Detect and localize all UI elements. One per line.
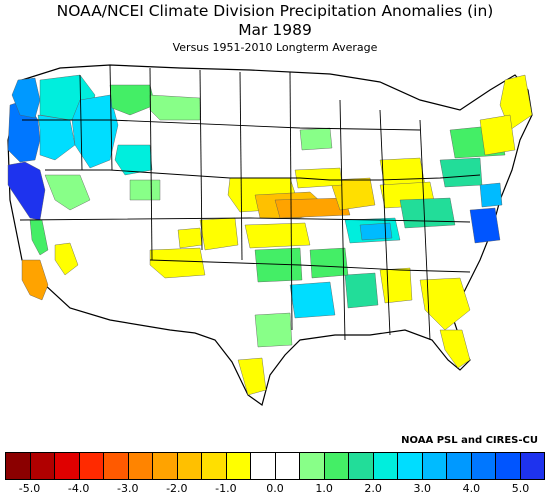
region-md-de — [479, 182, 503, 208]
region-co-s — [177, 227, 203, 249]
region-socal — [21, 259, 49, 301]
state-line — [22, 119, 421, 131]
legend-swatch — [202, 453, 227, 479]
legend-tick-label: 0.0 — [266, 482, 284, 495]
legend-swatch — [79, 453, 104, 479]
legend-swatch — [55, 453, 80, 479]
legend-swatch — [6, 453, 31, 479]
legend-tick-label: 3.0 — [413, 482, 432, 495]
region-wy — [114, 144, 153, 176]
region-ks — [274, 197, 351, 219]
region-mn — [299, 127, 333, 151]
region-mo — [329, 177, 376, 211]
legend-tick-label: -3.0 — [116, 482, 139, 495]
legend-tick-label: -1.0 — [215, 482, 237, 495]
region-nm — [199, 217, 239, 251]
region-az — [149, 247, 206, 279]
legend-swatch — [153, 453, 178, 479]
legend-tick-label: -2.0 — [166, 482, 188, 495]
legend-tick-label: 5.0 — [511, 482, 530, 495]
state-boundaries — [19, 64, 481, 341]
map-title: NOAA/NCEI Climate Division Precipitation… — [56, 2, 494, 20]
legend-swatch — [373, 453, 398, 479]
legend-swatch — [471, 453, 496, 479]
state-line — [379, 109, 391, 336]
region-wa-coast — [11, 77, 41, 119]
region-pa — [439, 157, 483, 188]
state-line — [109, 64, 113, 171]
legend-swatch — [128, 453, 153, 479]
state-line — [45, 169, 481, 181]
state-line — [419, 119, 431, 341]
region-co-n — [129, 179, 161, 201]
region-la — [289, 281, 336, 319]
region-ms — [344, 272, 379, 309]
region-wv-va — [399, 197, 456, 229]
state-line — [199, 69, 203, 251]
region-tn — [359, 222, 393, 241]
color-legend — [5, 452, 545, 480]
legend-tick-label: -4.0 — [67, 482, 90, 495]
legend-tick-label: 1.0 — [315, 482, 333, 495]
region-ga-fl — [419, 277, 471, 331]
region-ar — [309, 247, 349, 279]
anomaly-regions — [7, 74, 533, 396]
state-line — [149, 67, 153, 261]
region-nv-n — [44, 174, 91, 211]
legend-swatch — [422, 453, 447, 479]
legend-swatch — [104, 453, 129, 479]
state-line — [19, 217, 471, 223]
legend-tick-label: 4.0 — [462, 482, 481, 495]
legend-swatch — [300, 453, 325, 479]
legend-swatch — [349, 453, 374, 479]
region-al — [379, 267, 413, 304]
legend-tick-label: 2.0 — [364, 482, 382, 495]
legend-swatch — [520, 453, 544, 479]
data-credit: NOAA PSL and CIRES-CU — [401, 435, 538, 446]
legend-tick-label: -5.0 — [18, 482, 41, 495]
legend-swatch — [30, 453, 55, 479]
map-subtitle: Versus 1951-2010 Longterm Average — [172, 41, 378, 54]
state-line — [289, 71, 293, 331]
state-line — [79, 74, 83, 171]
legend-swatch — [447, 453, 472, 479]
region-mt-w — [109, 84, 156, 116]
legend-swatch — [226, 453, 251, 479]
legend-swatch — [177, 453, 202, 479]
legend-swatch — [496, 453, 521, 479]
map-period: Mar 1989 — [238, 21, 312, 39]
legend-ticks: -5.0 -4.0 -3.0 -2.0 -1.0 0.0 1.0 2.0 3.0 4.0 5.0 — [5, 482, 545, 496]
region-ne — [479, 114, 516, 156]
legend-swatch — [324, 453, 349, 479]
state-line — [149, 259, 471, 273]
state-line — [339, 99, 346, 341]
state-line — [239, 71, 243, 261]
region-nc-coast — [469, 207, 501, 244]
region-tx-s — [237, 357, 267, 396]
legend-swatch — [398, 453, 423, 479]
legend-swatch — [251, 453, 276, 479]
legend-swatch — [275, 453, 300, 479]
region-nv-s — [54, 242, 79, 276]
region-fl-pen — [439, 329, 471, 369]
region-mt-c — [149, 94, 201, 121]
region-ok — [244, 222, 311, 249]
region-tx-n — [254, 247, 303, 283]
anomaly-map — [7, 64, 533, 406]
region-tx-c — [254, 312, 293, 348]
